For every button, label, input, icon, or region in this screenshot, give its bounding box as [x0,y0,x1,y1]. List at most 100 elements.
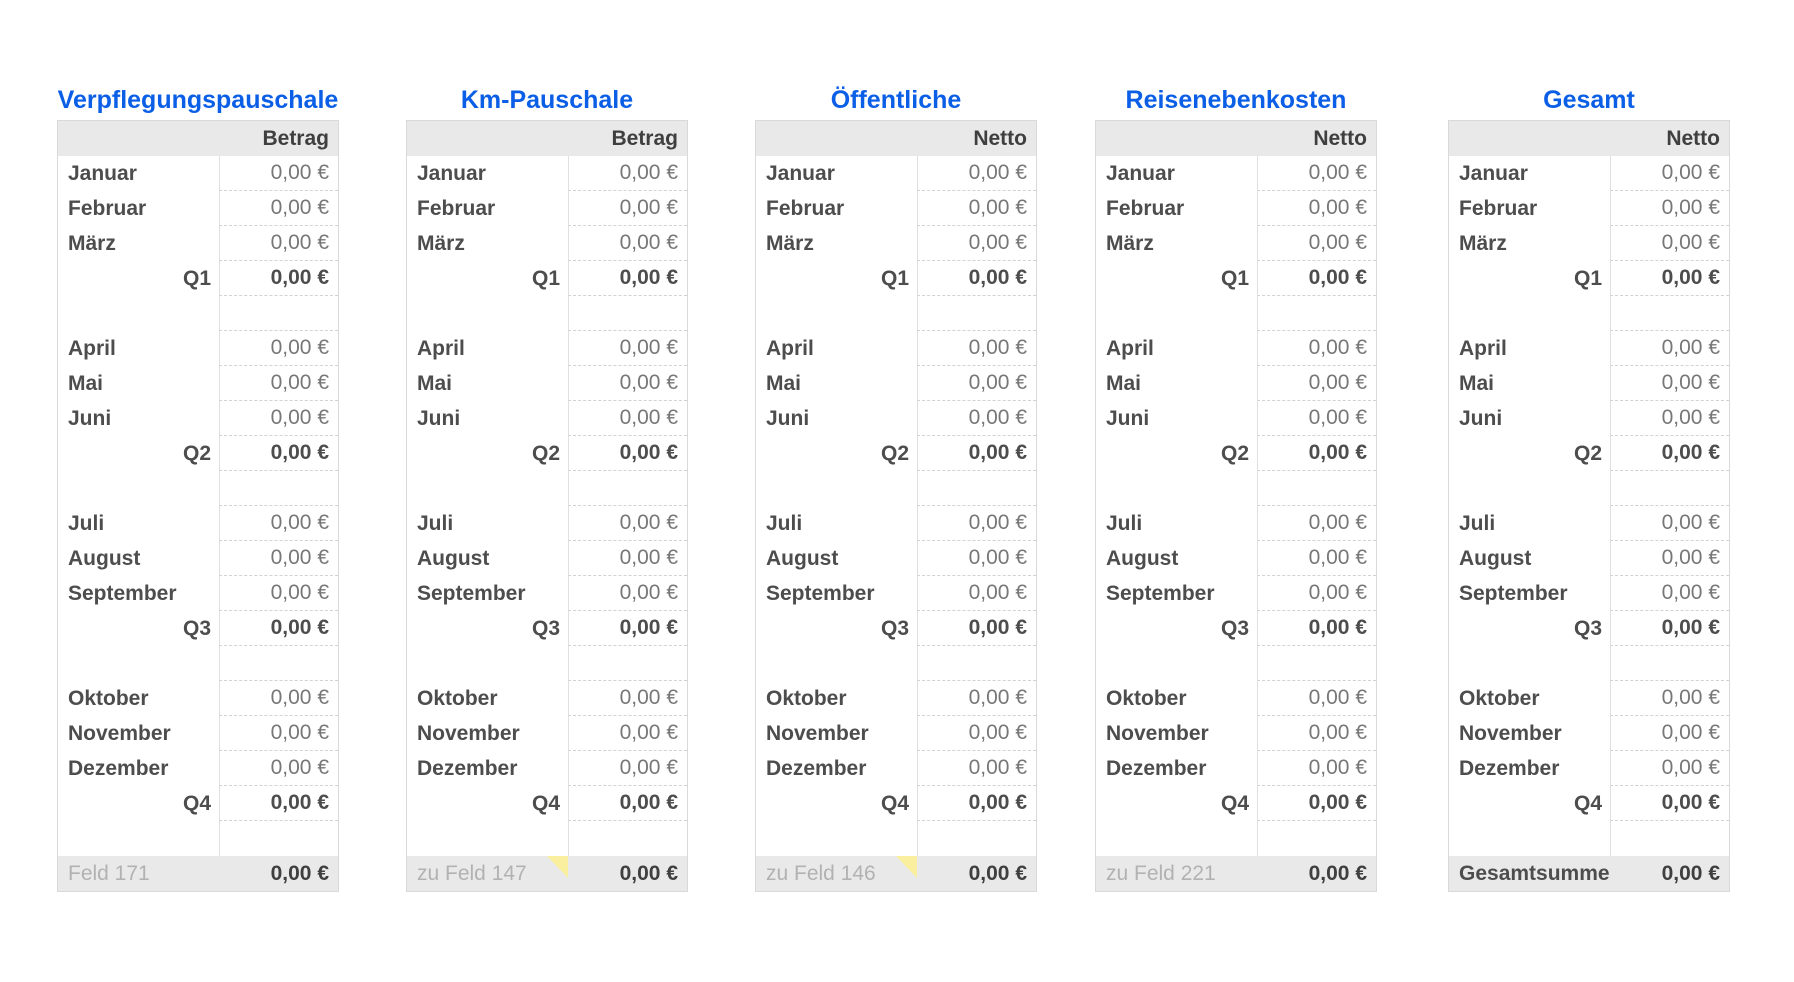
row-label-cell[interactable]: April [1106,336,1154,360]
row-label-cell[interactable]: März [1459,231,1507,255]
header-label-cell[interactable] [1449,121,1610,156]
amount-cell[interactable]: 0,00 € [1610,366,1729,401]
amount-cell[interactable]: 0,00 € [568,751,687,786]
row-label-cell[interactable]: Juni [1459,406,1503,430]
row-label-cell[interactable]: August [766,546,839,570]
amount-cell[interactable]: 0,00 € [219,401,338,436]
row-label-cell[interactable]: August [1459,546,1532,570]
amount-cell[interactable]: 0,00 € [568,366,687,401]
quarter-total-cell[interactable]: 0,00 € [568,436,687,471]
footer-label-cell[interactable]: Gesamtsumme [1449,856,1610,891]
amount-cell[interactable] [917,471,1036,506]
amount-cell[interactable]: 0,00 € [568,401,687,436]
amount-cell[interactable]: 0,00 € [1257,156,1376,191]
row-label-cell[interactable]: Dezember [766,756,867,780]
header-label-cell[interactable] [1096,121,1257,156]
row-label-cell[interactable]: September [1459,581,1568,605]
header-label-cell[interactable] [58,121,219,156]
amount-cell[interactable]: 0,00 € [917,681,1036,716]
amount-cell[interactable] [1257,296,1376,331]
amount-cell[interactable] [1610,471,1729,506]
quarter-label-cell[interactable]: Q4 [1220,791,1249,815]
amount-cell[interactable]: 0,00 € [219,751,338,786]
row-label-cell[interactable]: Mai [68,371,104,395]
quarter-label-cell[interactable]: Q1 [1573,266,1602,290]
row-label-cell[interactable]: August [68,546,141,570]
row-label-cell[interactable] [407,646,568,681]
quarter-label-cell[interactable]: Q3 [182,616,211,640]
row-label-cell[interactable]: Juli [1459,511,1496,535]
row-label-cell[interactable]: Februar [68,196,147,220]
row-label-cell[interactable]: September [68,581,177,605]
amount-cell[interactable]: 0,00 € [1610,156,1729,191]
amount-cell[interactable]: 0,00 € [568,541,687,576]
row-label-cell[interactable]: Dezember [417,756,518,780]
row-label-cell[interactable]: Oktober [1106,686,1187,710]
row-label-cell[interactable]: Mai [766,371,802,395]
footer-total-cell[interactable]: 0,00 € [270,861,329,885]
row-label-cell[interactable]: November [417,721,520,745]
quarter-total-cell[interactable]: 0,00 € [219,436,338,471]
quarter-total-cell[interactable]: 0,00 € [917,436,1036,471]
quarter-label-cell[interactable]: Q4 [182,791,211,815]
amount-cell[interactable] [1610,821,1729,856]
amount-cell[interactable] [1610,646,1729,681]
row-label-cell[interactable]: Dezember [68,756,169,780]
row-label-cell[interactable]: September [766,581,875,605]
row-label-cell[interactable] [1096,821,1257,856]
value-column-header[interactable]: Betrag [611,126,678,150]
row-label-cell[interactable]: Februar [766,196,845,220]
amount-cell[interactable]: 0,00 € [917,366,1036,401]
amount-cell[interactable]: 0,00 € [1257,366,1376,401]
quarter-total-cell[interactable]: 0,00 € [917,786,1036,821]
table-title[interactable]: Öffentliche [830,86,962,114]
value-column-header[interactable]: Netto [1666,126,1720,150]
quarter-total-cell[interactable]: 0,00 € [1257,611,1376,646]
amount-cell[interactable]: 0,00 € [917,716,1036,751]
row-label-cell[interactable] [756,296,917,331]
quarter-total-cell[interactable]: 0,00 € [917,261,1036,296]
quarter-total-cell[interactable]: 0,00 € [219,611,338,646]
amount-cell[interactable]: 0,00 € [1610,331,1729,366]
row-label-cell[interactable]: Februar [417,196,496,220]
quarter-label-cell[interactable]: Q1 [880,266,909,290]
amount-cell[interactable] [1257,821,1376,856]
amount-cell[interactable] [568,646,687,681]
quarter-label-cell[interactable]: Q3 [880,616,909,640]
footer-total-cell[interactable]: 0,00 € [968,861,1027,885]
row-label-cell[interactable]: Januar [68,161,137,185]
row-label-cell[interactable] [58,821,219,856]
amount-cell[interactable]: 0,00 € [1610,191,1729,226]
quarter-total-cell[interactable]: 0,00 € [568,261,687,296]
amount-cell[interactable]: 0,00 € [219,191,338,226]
value-column-header[interactable]: Betrag [262,126,329,150]
amount-cell[interactable]: 0,00 € [1610,751,1729,786]
amount-cell[interactable]: 0,00 € [917,541,1036,576]
footer-total-cell[interactable]: 0,00 € [1308,861,1367,885]
comment-marker-icon[interactable] [896,856,917,878]
amount-cell[interactable]: 0,00 € [219,506,338,541]
row-label-cell[interactable] [58,296,219,331]
quarter-total-cell[interactable]: 0,00 € [1610,611,1729,646]
table-title[interactable]: Verpflegungspauschale [57,86,339,114]
amount-cell[interactable]: 0,00 € [568,331,687,366]
footer-label-cell[interactable]: zu Feld 221 [1096,856,1257,891]
amount-cell[interactable] [568,821,687,856]
quarter-label-cell[interactable]: Q4 [1573,791,1602,815]
amount-cell[interactable] [568,471,687,506]
amount-cell[interactable]: 0,00 € [219,156,338,191]
amount-cell[interactable]: 0,00 € [1257,401,1376,436]
amount-cell[interactable]: 0,00 € [917,576,1036,611]
header-label-cell[interactable] [756,121,917,156]
amount-cell[interactable]: 0,00 € [1257,716,1376,751]
row-label-cell[interactable]: Oktober [766,686,847,710]
footer-label-cell[interactable]: Feld 171 [58,856,219,891]
amount-cell[interactable] [917,296,1036,331]
amount-cell[interactable]: 0,00 € [219,716,338,751]
row-label-cell[interactable]: Juli [417,511,454,535]
amount-cell[interactable]: 0,00 € [219,331,338,366]
row-label-cell[interactable]: Dezember [1106,756,1207,780]
amount-cell[interactable]: 0,00 € [568,191,687,226]
amount-cell[interactable]: 0,00 € [568,506,687,541]
quarter-label-cell[interactable]: Q2 [880,441,909,465]
